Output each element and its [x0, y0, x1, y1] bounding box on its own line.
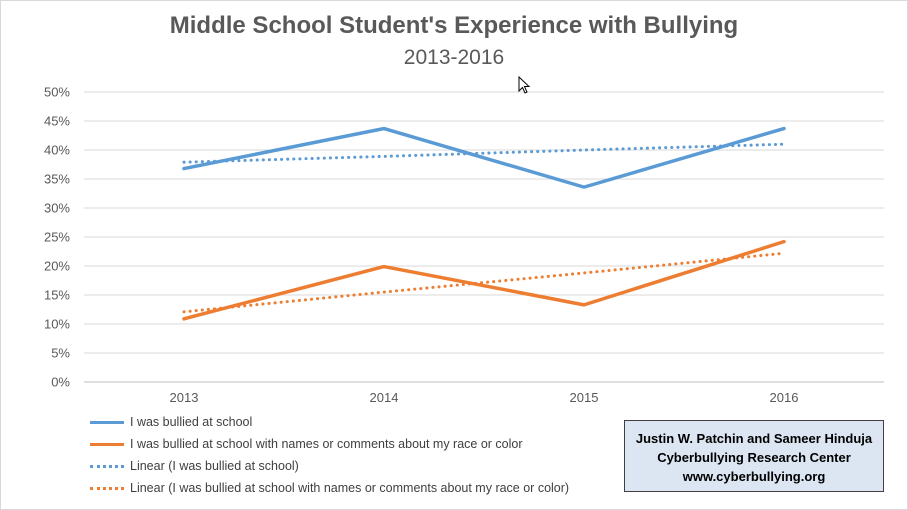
y-axis-ticks: 0% 5% 10% 15% 20% 25% 30% 35% 40% 45% 50% [44, 85, 70, 390]
x-axis-ticks: 2013 2014 2015 2016 [170, 390, 799, 405]
mouse-cursor-icon [518, 76, 531, 94]
y-tick-label: 45% [44, 114, 70, 129]
x-tick-label: 2014 [370, 390, 399, 405]
y-tick-label: 20% [44, 259, 70, 274]
y-tick-label: 50% [44, 85, 70, 100]
y-tick-label: 0% [51, 375, 70, 390]
credit-authors: Justin W. Patchin and Sameer Hinduja [635, 431, 873, 446]
trendline [182, 142, 786, 164]
x-tick-label: 2013 [170, 390, 199, 405]
legend-swatch-bullied [90, 421, 124, 424]
legend-item-linear-bullied: Linear (I was bullied at school) [88, 455, 608, 477]
trendline [182, 251, 786, 314]
legend: I was bullied at school I was bullied at… [88, 411, 608, 499]
credit-url: www.cyberbullying.org [682, 469, 826, 484]
gridlines [84, 91, 884, 383]
y-tick-label: 25% [44, 230, 70, 245]
y-tick-label: 30% [44, 201, 70, 216]
x-tick-label: 2015 [570, 390, 599, 405]
chart-subtitle: 2013-2016 [403, 46, 505, 69]
y-tick-label: 35% [44, 172, 70, 187]
x-tick-label: 2016 [770, 390, 799, 405]
y-tick-label: 10% [44, 317, 70, 332]
chart-title: Middle School Student's Experience with … [169, 12, 739, 39]
y-tick-label: 5% [51, 346, 70, 361]
legend-swatch-linear-bullied [90, 465, 124, 468]
legend-item-linear-race: Linear (I was bullied at school with nam… [88, 477, 608, 499]
y-tick-label: 40% [44, 143, 70, 158]
credit-box: Justin W. Patchin and Sameer Hinduja Cyb… [624, 420, 884, 492]
credit-organization: Cyberbullying Research Center [657, 450, 851, 465]
series-line [182, 126, 786, 189]
legend-label-linear-race: Linear (I was bullied at school with nam… [130, 481, 570, 495]
legend-label-linear-bullied: Linear (I was bullied at school) [130, 459, 299, 473]
legend-item-race: I was bullied at school with names or co… [88, 433, 608, 455]
legend-label-race: I was bullied at school with names or co… [130, 437, 523, 451]
legend-swatch-linear-race [90, 487, 124, 490]
series-lines [182, 126, 786, 321]
legend-swatch-race [90, 443, 124, 446]
legend-item-bullied: I was bullied at school [88, 411, 608, 433]
y-tick-label: 15% [44, 288, 70, 303]
series-line [182, 239, 786, 321]
legend-label-bullied: I was bullied at school [130, 415, 253, 429]
